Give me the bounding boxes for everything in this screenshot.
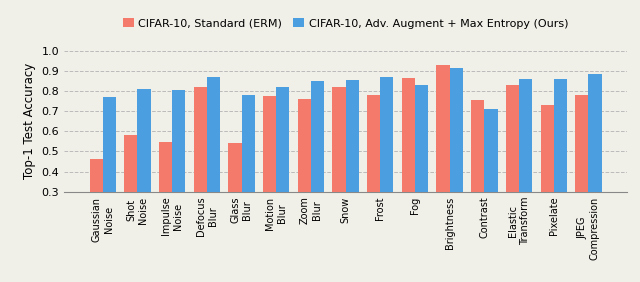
Bar xyxy=(506,85,519,252)
Bar xyxy=(172,90,186,252)
Bar xyxy=(471,100,484,252)
Bar xyxy=(484,109,497,252)
Bar xyxy=(311,81,324,252)
Bar xyxy=(103,98,116,252)
Bar xyxy=(380,77,394,252)
Bar xyxy=(228,144,241,252)
Bar xyxy=(519,79,532,252)
Bar xyxy=(346,80,359,252)
Bar xyxy=(332,87,346,252)
Bar xyxy=(241,95,255,252)
Bar xyxy=(588,74,602,252)
Bar xyxy=(554,79,567,252)
Y-axis label: Top-1 Test Accuracy: Top-1 Test Accuracy xyxy=(23,63,36,179)
Bar xyxy=(415,85,428,252)
Legend: CIFAR-10, Standard (ERM), CIFAR-10, Adv. Augment + Max Entropy (Ours): CIFAR-10, Standard (ERM), CIFAR-10, Adv.… xyxy=(118,14,573,33)
Bar xyxy=(450,69,463,252)
Bar xyxy=(194,87,207,252)
Bar xyxy=(138,89,150,252)
Bar xyxy=(367,95,380,252)
Bar xyxy=(207,77,220,252)
Bar xyxy=(124,135,138,252)
Bar xyxy=(263,96,276,252)
Bar xyxy=(276,87,289,252)
Bar xyxy=(402,78,415,252)
Bar xyxy=(159,142,172,252)
Bar xyxy=(436,65,450,252)
Bar xyxy=(298,99,311,252)
Bar xyxy=(541,105,554,252)
Bar xyxy=(90,158,103,252)
Bar xyxy=(575,96,588,252)
